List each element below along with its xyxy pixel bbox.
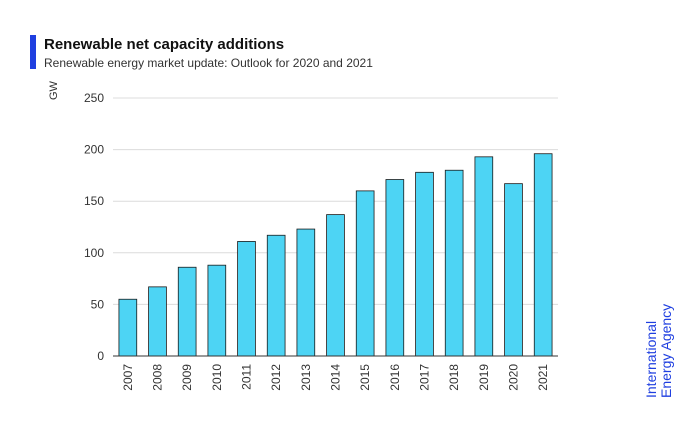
x-tick-label: 2009 bbox=[180, 364, 194, 391]
y-tick-label: 50 bbox=[91, 297, 105, 311]
y-tick-label: 0 bbox=[97, 349, 104, 363]
bar bbox=[504, 183, 523, 357]
x-tick-label: 2007 bbox=[121, 364, 135, 391]
bar bbox=[118, 298, 138, 357]
bar bbox=[177, 266, 197, 357]
x-tick-label: 2014 bbox=[329, 364, 343, 391]
x-tick-label: 2018 bbox=[447, 364, 461, 391]
chart-title: Renewable net capacity additions bbox=[44, 36, 285, 53]
x-tick-label: 2010 bbox=[210, 364, 224, 391]
org-line-2: Energy Agency bbox=[658, 303, 674, 398]
bar bbox=[415, 171, 434, 357]
bar bbox=[474, 156, 494, 357]
y-tick-label: 100 bbox=[84, 246, 104, 260]
x-tick-label: 2016 bbox=[388, 364, 402, 391]
org-line-1: International bbox=[643, 320, 659, 398]
x-tick-label: 2008 bbox=[151, 364, 165, 391]
bar bbox=[237, 241, 256, 357]
bar bbox=[533, 153, 553, 357]
bar bbox=[148, 286, 167, 357]
bar bbox=[444, 169, 464, 357]
y-tick-label: 200 bbox=[84, 143, 104, 157]
bar bbox=[355, 190, 375, 357]
x-tick-label: 2012 bbox=[269, 364, 283, 391]
bar bbox=[296, 228, 316, 357]
chart-subtitle: Renewable energy market update: Outlook … bbox=[44, 56, 373, 70]
bar bbox=[266, 234, 286, 357]
x-tick-label: 2015 bbox=[358, 364, 372, 391]
x-tick-label: 2011 bbox=[240, 364, 254, 390]
iea-logo-text: International Energy Agency bbox=[643, 268, 674, 398]
x-tick-label: 2019 bbox=[477, 364, 491, 391]
bar bbox=[385, 179, 405, 357]
x-tick-label: 2017 bbox=[418, 364, 432, 391]
title-accent-bar bbox=[30, 35, 36, 69]
bar bbox=[207, 264, 227, 357]
x-tick-label: 2013 bbox=[299, 364, 313, 391]
x-tick-label: 2021 bbox=[536, 364, 550, 391]
y-tick-label: 250 bbox=[84, 91, 104, 105]
y-tick-label: 150 bbox=[84, 194, 104, 208]
x-tick-label: 2020 bbox=[507, 364, 521, 391]
bar bbox=[326, 214, 345, 357]
